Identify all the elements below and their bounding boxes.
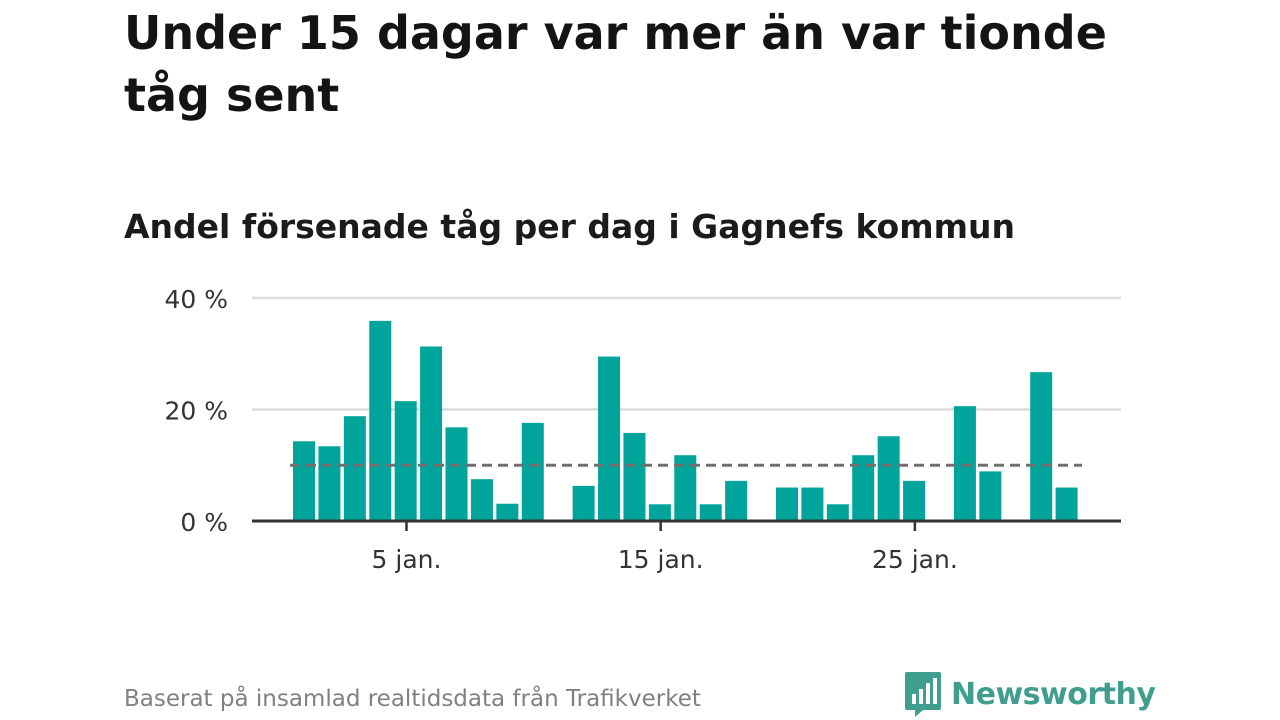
bar — [496, 503, 519, 521]
bar — [775, 487, 798, 521]
bar — [343, 416, 366, 521]
bar — [394, 401, 417, 521]
x-tick-label: 15 jan. — [618, 545, 704, 574]
bar — [293, 441, 315, 521]
bar — [369, 320, 392, 521]
bar — [1030, 372, 1053, 521]
chart-subtitle: Andel försenade tåg per dag i Gagnefs ko… — [124, 207, 1015, 246]
source-note: Baserat på insamlad realtidsdata från Tr… — [124, 686, 701, 712]
y-tick-label: 40 % — [164, 285, 228, 314]
bar — [648, 504, 671, 521]
newsworthy-logo: Newsworthy — [903, 670, 1156, 718]
bar — [598, 356, 621, 521]
bar — [1055, 487, 1078, 521]
bar — [826, 504, 849, 521]
bar — [445, 427, 468, 521]
bar — [572, 485, 595, 521]
bar — [903, 480, 926, 521]
bar — [674, 455, 697, 521]
bar — [470, 479, 493, 521]
bar — [699, 504, 722, 521]
bar — [420, 346, 443, 521]
chart-title: Under 15 dagar var mer än var tionde tåg… — [124, 6, 1107, 122]
bar — [979, 471, 1002, 521]
bar — [623, 432, 646, 521]
newsworthy-logo-icon — [905, 672, 941, 717]
bar — [521, 422, 544, 521]
y-tick-label: 0 % — [180, 508, 228, 537]
bar — [801, 487, 824, 521]
bar — [877, 436, 900, 521]
bar-chart: 0 % 20 % 40 % 5 jan. 15 jan. 25 jan. — [164, 285, 1121, 574]
bar — [852, 455, 875, 521]
x-tick-label: 25 jan. — [872, 545, 958, 574]
y-tick-label: 20 % — [164, 397, 228, 426]
bar — [953, 406, 976, 521]
brand-name: Newsworthy — [951, 676, 1156, 712]
bar — [725, 480, 748, 521]
bar — [318, 446, 341, 521]
x-tick-label: 5 jan. — [372, 545, 442, 574]
